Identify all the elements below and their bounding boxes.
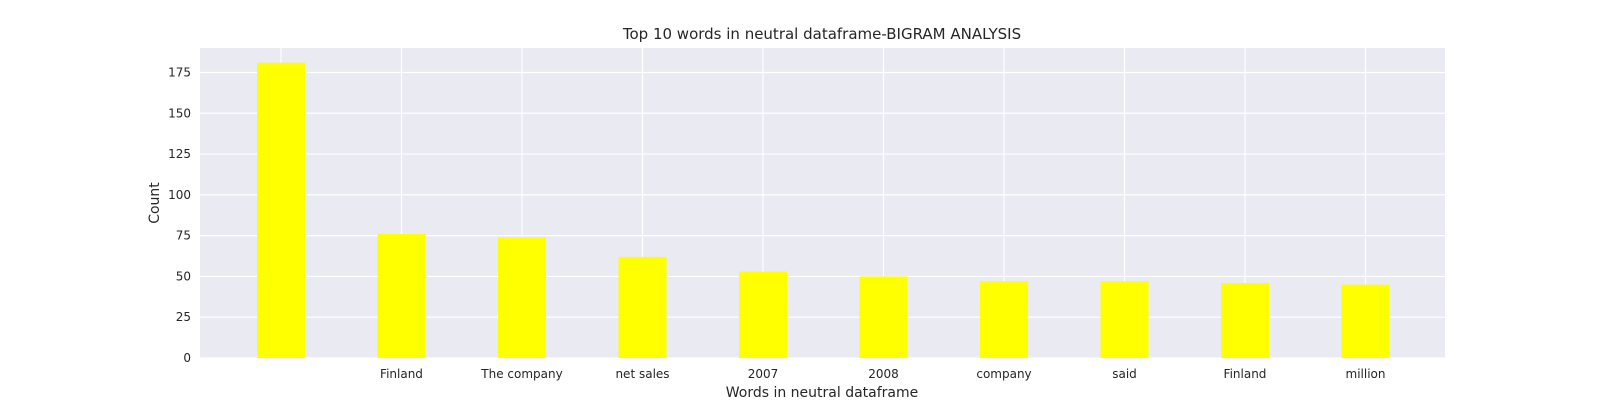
bar	[859, 276, 908, 358]
bar	[739, 271, 787, 358]
y-tick-label: 100	[168, 188, 191, 202]
x-axis-ticks: Finland The company net sales 2007 2008 compa…	[380, 367, 1385, 381]
bar	[1100, 281, 1149, 358]
x-tick-label: The company	[480, 367, 562, 381]
x-axis-label: Words in neutral dataframe	[726, 385, 919, 400]
bar	[618, 256, 667, 358]
bars	[257, 62, 1390, 359]
bar	[1341, 284, 1390, 358]
y-tick-label: 125	[168, 147, 191, 161]
bar	[980, 281, 1028, 358]
chart-title: Top 10 words in neutral dataframe-BIGRAM…	[622, 25, 1021, 43]
x-tick-label: 2007	[748, 367, 779, 381]
y-tick-label: 150	[168, 106, 191, 120]
x-tick-label: Finland	[380, 367, 423, 381]
x-tick-label: million	[1346, 367, 1386, 381]
y-tick-label: 0	[183, 351, 191, 365]
x-tick-label: 2008	[868, 367, 899, 381]
y-tick-label: 25	[176, 310, 191, 324]
y-tick-label: 50	[176, 269, 191, 283]
bar	[377, 234, 426, 358]
x-tick-label: said	[1112, 367, 1137, 381]
y-axis-label: Count	[147, 182, 163, 224]
bar	[498, 237, 546, 358]
bar	[257, 62, 305, 359]
y-tick-label: 175	[168, 65, 191, 79]
y-axis-ticks: 0 25 50 75 100 125 150 175	[168, 65, 191, 365]
x-tick-label: company	[976, 367, 1031, 381]
bar	[1221, 282, 1269, 358]
x-tick-label: Finland	[1224, 367, 1267, 381]
x-tick-label: net sales	[615, 367, 669, 381]
y-tick-label: 75	[176, 229, 191, 243]
